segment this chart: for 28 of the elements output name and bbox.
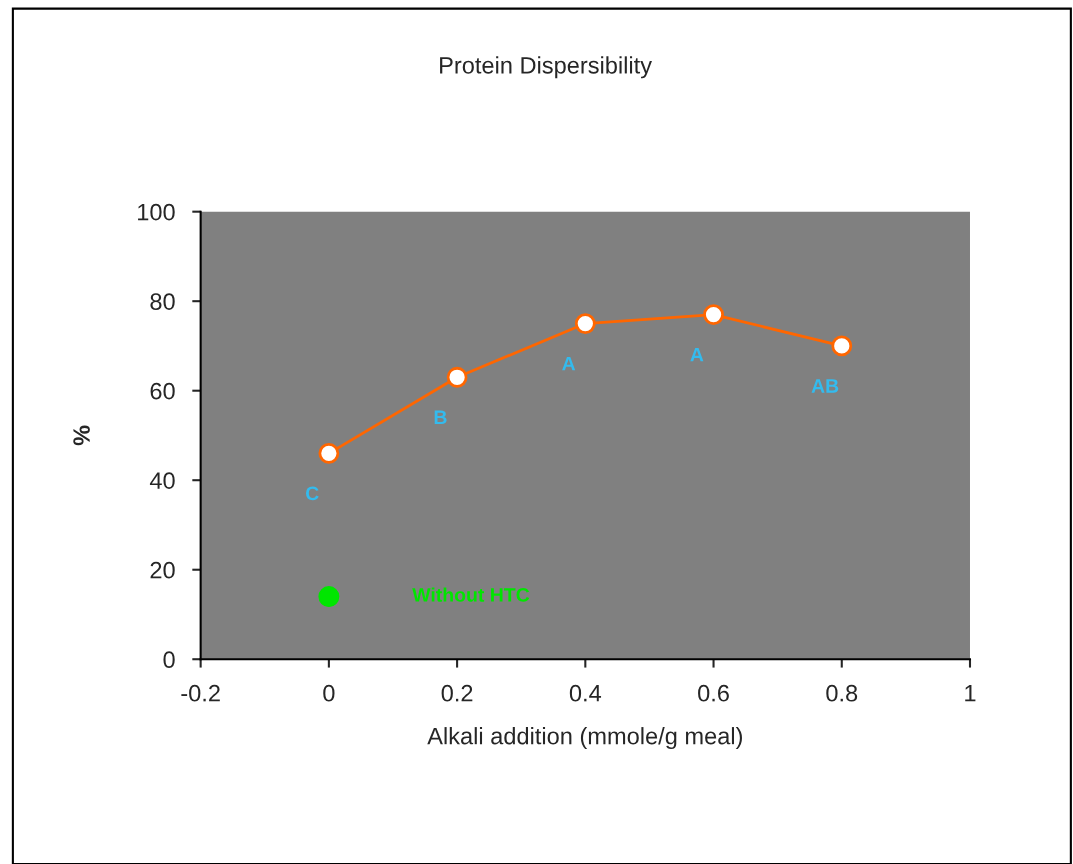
annotation: A bbox=[690, 347, 704, 362]
point bbox=[574, 313, 596, 334]
y-tick-label: 80 bbox=[150, 293, 175, 310]
annotation: C bbox=[305, 486, 319, 501]
annotation: A bbox=[562, 356, 576, 371]
point bbox=[318, 442, 340, 464]
y-tick-label: 40 bbox=[149, 472, 175, 489]
point bbox=[318, 586, 340, 608]
y-tick-label: 0 bbox=[163, 651, 175, 669]
x-tick-label: 0.2 bbox=[441, 684, 473, 702]
y-axis-title: % bbox=[73, 425, 90, 446]
x-tick-label: -0.2 bbox=[181, 684, 220, 702]
annotation: AB bbox=[811, 379, 839, 393]
annotation: B bbox=[434, 410, 447, 424]
x-tick-label: 0 bbox=[323, 684, 335, 702]
x-tick-label: 0.4 bbox=[569, 684, 602, 702]
x-axis-title: Alkali addition (mmole/g meal) bbox=[427, 727, 742, 750]
y-tick-label: 20 bbox=[150, 561, 175, 579]
point bbox=[831, 335, 853, 357]
y-tick-label: 100 bbox=[138, 203, 175, 221]
x-tick-label: 0.8 bbox=[826, 684, 858, 702]
y-tick-label: 60 bbox=[150, 382, 175, 400]
x-tick-label: 1 bbox=[965, 685, 976, 702]
annotation: Without HTC bbox=[412, 587, 530, 602]
point bbox=[446, 366, 468, 388]
chart-title: Protein Dispersibility bbox=[440, 56, 652, 79]
point bbox=[703, 304, 724, 326]
x-tick-label: 0.6 bbox=[698, 684, 729, 702]
